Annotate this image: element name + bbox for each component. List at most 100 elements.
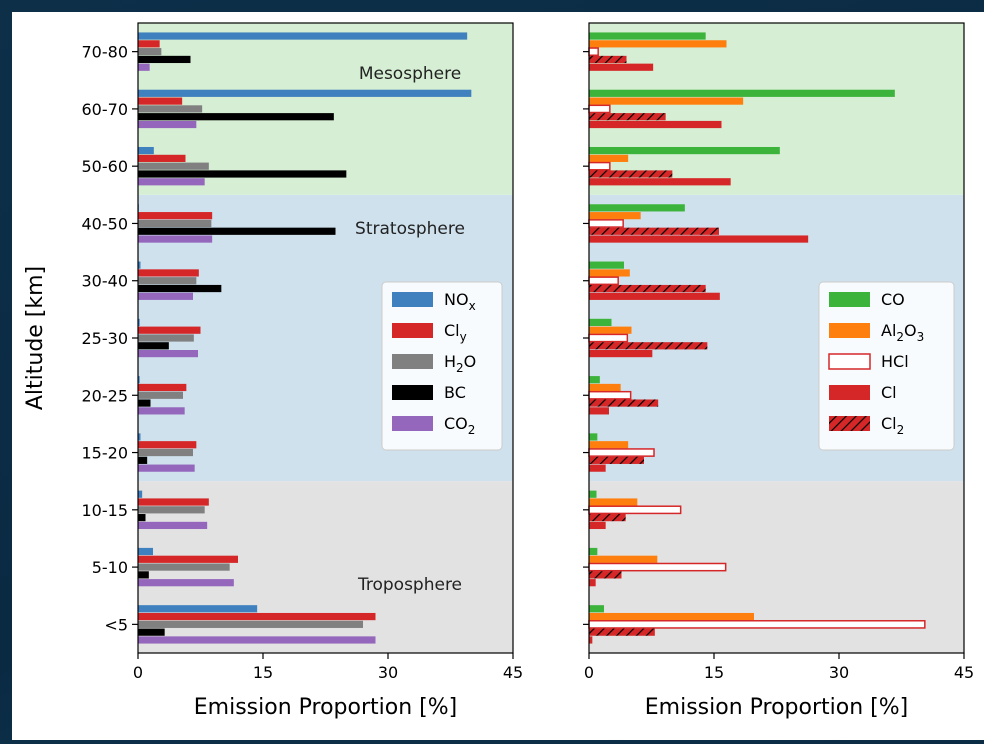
bar-nox-50-60 bbox=[138, 146, 154, 155]
bar-al2o3-60-70 bbox=[589, 97, 744, 105]
chart-panel-1: <5 5-10 10-15 15-20 20-25 25-30 30-40 40-50 50-6… bbox=[23, 22, 523, 720]
bar-nox-70-80 bbox=[138, 32, 468, 40]
bar-hcl-5-10 bbox=[588, 562, 727, 572]
bar-nox-20-25 bbox=[138, 376, 140, 384]
legend-swatch bbox=[392, 292, 433, 307]
bar-bc-30-40 bbox=[138, 284, 222, 293]
bar-co2-5-10 bbox=[138, 579, 234, 587]
y-tick-label: 25-30 bbox=[82, 329, 129, 348]
bar-co2-15-20 bbox=[138, 464, 195, 472]
y-tick-label: 70-80 bbox=[82, 43, 129, 62]
bar-cl2-<5 bbox=[589, 628, 655, 636]
bar-al2o3-10-15 bbox=[589, 498, 638, 506]
bar-h2o-50-60 bbox=[138, 162, 209, 170]
bar-co-70-80 bbox=[589, 32, 706, 40]
bar-cl-5-10 bbox=[589, 579, 596, 587]
bar-hcl-<5 bbox=[588, 620, 926, 629]
bar-cl2-15-20 bbox=[589, 456, 644, 464]
y-tick-label: 30-40 bbox=[82, 272, 129, 291]
bar-co2-30-40 bbox=[138, 292, 193, 300]
chart-panel-2: 0 15 30 45 Emission Proportion [%] CO Al2​O3​ H… bbox=[583, 22, 974, 720]
bar-al2o3-25-30 bbox=[589, 326, 632, 334]
bar-hcl-20-25 bbox=[588, 390, 632, 400]
legend-label: Cl2​ bbox=[881, 414, 904, 437]
x-tick-label: 0 bbox=[584, 663, 594, 682]
bar-nox-5-10 bbox=[138, 547, 153, 556]
x-tick-label: 30 bbox=[378, 663, 398, 682]
bar-hcl-50-60 bbox=[588, 161, 611, 171]
bar-nox-15-20 bbox=[138, 433, 141, 441]
legend-label: CO2​ bbox=[444, 414, 475, 437]
bar-cl-25-30 bbox=[589, 350, 653, 358]
bar-co2-20-25 bbox=[138, 407, 185, 415]
bar-h2o-25-30 bbox=[138, 334, 194, 342]
bar-cl2-10-15 bbox=[589, 514, 626, 522]
y-tick-label: 15-20 bbox=[82, 444, 129, 463]
bar-hcl-70-80 bbox=[588, 47, 599, 56]
y-tick-label: 20-25 bbox=[82, 386, 129, 405]
x-tick-label: 45 bbox=[503, 663, 523, 682]
bar-h2o-10-15 bbox=[138, 506, 205, 514]
bar-co-30-40 bbox=[589, 261, 624, 269]
bar-co-60-70 bbox=[589, 89, 895, 97]
bar-cl2-60-70 bbox=[589, 113, 666, 121]
legend-swatch bbox=[829, 416, 870, 431]
bar-cly-<5 bbox=[138, 612, 376, 621]
bar-al2o3-<5 bbox=[589, 612, 754, 621]
bar-bc-60-70 bbox=[138, 113, 334, 121]
bar-bc-<5 bbox=[138, 628, 165, 636]
bar-bc-25-30 bbox=[138, 342, 169, 350]
legend-swatch bbox=[392, 323, 433, 338]
y-tick-label: <5 bbox=[104, 615, 128, 634]
x-tick-label: 0 bbox=[133, 663, 143, 682]
bar-al2o3-20-25 bbox=[589, 383, 621, 392]
bar-h2o-20-25 bbox=[138, 391, 183, 399]
bar-al2o3-30-40 bbox=[589, 269, 630, 277]
legend-label: Cly​ bbox=[444, 321, 467, 344]
legend-label: NOx​ bbox=[444, 290, 476, 313]
bar-hcl-40-50 bbox=[588, 219, 624, 228]
bar-co-50-60 bbox=[589, 146, 780, 155]
legend-swatch bbox=[829, 323, 870, 338]
bar-cl-20-25 bbox=[589, 407, 609, 415]
bar-hcl-25-30 bbox=[588, 333, 629, 343]
bar-cl-40-50 bbox=[589, 235, 809, 243]
bar-cl2-5-10 bbox=[589, 571, 622, 579]
bar-co-15-20 bbox=[589, 433, 598, 441]
legend-swatch bbox=[392, 416, 433, 431]
bar-co-<5 bbox=[589, 605, 604, 613]
y-tick-label: 5-10 bbox=[92, 558, 128, 577]
bar-co-25-30 bbox=[589, 318, 612, 326]
legend-swatch bbox=[829, 385, 870, 400]
bar-h2o-15-20 bbox=[138, 448, 193, 457]
x-tick-label: 45 bbox=[954, 663, 974, 682]
bar-co-20-25 bbox=[589, 376, 600, 384]
bar-h2o-60-70 bbox=[138, 105, 203, 113]
bar-al2o3-70-80 bbox=[589, 40, 727, 48]
bar-al2o3-50-60 bbox=[589, 154, 629, 162]
y-tick-label: 50-60 bbox=[82, 157, 129, 176]
bar-cl-30-40 bbox=[589, 292, 720, 300]
bar-bc-20-25 bbox=[138, 399, 151, 407]
bar-nox-30-40 bbox=[138, 261, 141, 269]
bar-bc-10-15 bbox=[138, 514, 146, 522]
bar-hcl-60-70 bbox=[588, 104, 611, 114]
legend-label: CO bbox=[881, 290, 905, 309]
y-tick-label: 60-70 bbox=[82, 100, 129, 119]
bar-al2o3-5-10 bbox=[589, 555, 658, 563]
legend-label: HCl bbox=[881, 352, 909, 371]
bar-nox-10-15 bbox=[138, 490, 143, 498]
bar-cl2-30-40 bbox=[589, 284, 706, 293]
bar-al2o3-40-50 bbox=[589, 212, 641, 220]
bar-cl-<5 bbox=[589, 636, 593, 644]
bar-co2-10-15 bbox=[138, 521, 208, 530]
bar-bc-15-20 bbox=[138, 456, 148, 464]
bar-hcl-30-40 bbox=[588, 276, 619, 286]
region-label-mesosphere: Mesosphere bbox=[359, 64, 461, 84]
bar-co-40-50 bbox=[589, 204, 685, 212]
region-label-troposphere: Troposphere bbox=[357, 575, 462, 595]
bar-cly-70-80 bbox=[138, 40, 160, 48]
bar-co2-<5 bbox=[138, 636, 376, 644]
bar-cl-50-60 bbox=[589, 178, 731, 186]
y-tick-label: 40-50 bbox=[82, 214, 129, 233]
